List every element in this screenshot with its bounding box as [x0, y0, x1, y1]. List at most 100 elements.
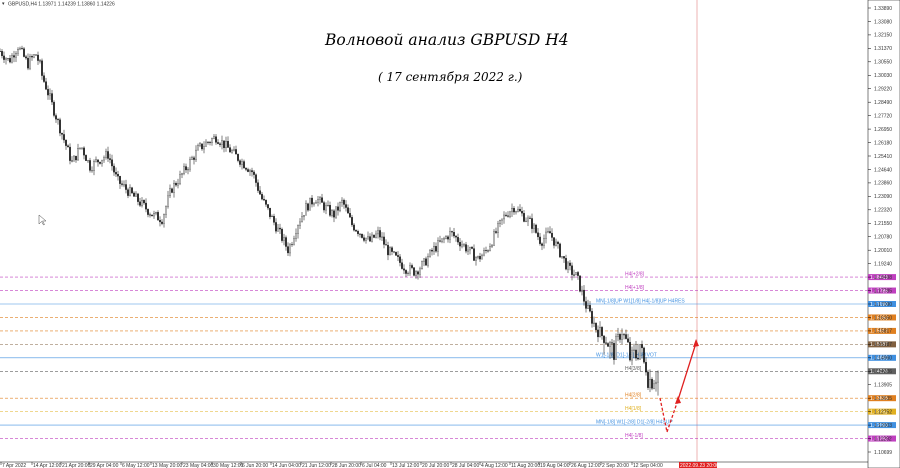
level-price-tag-text: 1.17090	[870, 302, 888, 308]
candle-body	[231, 150, 233, 153]
candle-body	[339, 202, 341, 211]
candle-body	[217, 142, 219, 144]
candle-body	[467, 249, 469, 252]
candle-body	[415, 271, 417, 276]
candle-body	[5, 58, 7, 60]
price-tick-label: 1.18498	[874, 275, 892, 281]
header-dropdown-icon[interactable]: ▾	[2, 1, 5, 7]
candle-body	[533, 224, 535, 229]
level-price-tag	[868, 287, 896, 294]
candle-body	[197, 145, 199, 151]
candles	[0, 45, 659, 396]
price-tick-label: 1.28490	[874, 100, 892, 106]
candle-body	[9, 58, 11, 63]
candle-body	[477, 255, 479, 258]
candle-body	[329, 205, 331, 216]
candle-body	[577, 272, 579, 276]
candle-body	[163, 214, 165, 224]
candle-body	[443, 238, 445, 240]
candle-body	[579, 275, 581, 292]
time-tick-label: 7 Apr 2022	[2, 463, 26, 468]
symbol-ohlc-line: GBPUSD,H4 1.13971 1.14239 1.13860 1.1422…	[8, 2, 115, 8]
candle-body	[459, 242, 461, 247]
candle-body	[85, 155, 87, 161]
candle-body	[501, 218, 503, 221]
level-label: MN[-1/8] W1[-2/8] D1[-2/8] H4SUP	[596, 420, 673, 426]
level-price-tag-text: 1.15817	[870, 329, 888, 335]
candle-body	[281, 228, 283, 241]
candle-body	[439, 240, 441, 242]
candle-body	[81, 147, 83, 149]
candle-body	[151, 214, 153, 217]
price-tick-label: 1.10699	[874, 450, 892, 456]
arrow-head-mid-icon	[675, 396, 681, 404]
candle-body	[247, 169, 249, 172]
candle-body	[109, 158, 111, 160]
candle-body	[199, 143, 201, 146]
candle-body	[183, 166, 185, 174]
candle-body	[291, 244, 293, 246]
candle-body	[419, 268, 421, 275]
price-tick-label: 1.32150	[874, 33, 892, 39]
time-tick-label: 26 Aug 12:00	[571, 463, 601, 468]
analysis-title: Волновой анализ GBPUSD H4	[324, 31, 569, 49]
candle-body	[613, 343, 615, 360]
candle-body	[135, 193, 137, 197]
price-tick-label: 1.12752	[874, 409, 892, 415]
candle-body	[51, 93, 53, 103]
candle-body	[63, 134, 65, 141]
level-label: MN[-1/8]UP W1[1/8] H4[-1/8]UP H4RES	[596, 299, 685, 305]
candle-body	[485, 250, 487, 251]
candle-body	[167, 195, 169, 207]
candle-body	[213, 136, 215, 139]
price-axis[interactable]	[867, 0, 900, 468]
candle-body	[325, 205, 327, 211]
candle-body	[43, 75, 45, 82]
price-tick-label: 1.25410	[874, 154, 892, 160]
candle-body	[471, 246, 473, 249]
candle-body	[253, 171, 255, 175]
candle-body	[617, 334, 619, 337]
candle-body	[463, 244, 465, 246]
candle-body	[225, 140, 227, 149]
price-ticks: 1.33890 1.33080 1.32150 1.31370 1.30550 1.300…	[868, 6, 892, 456]
candle-body	[543, 238, 545, 246]
candle-body	[83, 147, 85, 156]
candle-body	[3, 55, 5, 60]
candle-body	[525, 220, 527, 222]
candle-body	[377, 230, 379, 235]
time-tick-label: 13 Jul 12:00	[392, 463, 419, 468]
candle-body	[113, 165, 115, 173]
candle-body	[473, 248, 475, 261]
candle-body	[261, 194, 263, 200]
price-tick-label: 1.30550	[874, 60, 892, 66]
candle-body	[361, 233, 363, 238]
candle-body	[375, 233, 377, 238]
candle-body	[513, 208, 515, 213]
candle-body	[125, 184, 127, 190]
plot-area[interactable]	[0, 0, 868, 462]
time-tick-label: 14 Apr 12:00	[33, 463, 62, 468]
candle-body	[629, 341, 631, 361]
candle-body	[139, 201, 141, 206]
candle-body	[507, 215, 509, 217]
candle-body	[569, 262, 571, 266]
arrow-head-up-icon	[693, 339, 699, 347]
candle-body	[255, 174, 257, 183]
time-tick-label: 2022.09.23 20:00	[680, 463, 719, 468]
candle-body	[437, 240, 439, 252]
candle-body	[549, 231, 551, 234]
candle-body	[133, 192, 135, 197]
candle-body	[13, 55, 15, 58]
candle-body	[185, 166, 187, 171]
level-label: H4[1/8]	[625, 406, 642, 412]
candle-body	[441, 238, 443, 242]
time-tick-label: 6 Jul 04:00	[362, 463, 387, 468]
candle-body	[557, 241, 559, 245]
candle-body	[537, 232, 539, 238]
candle-body	[383, 236, 385, 245]
candle-body	[49, 93, 51, 96]
candle-body	[233, 149, 235, 151]
level-price-tag	[868, 314, 896, 321]
